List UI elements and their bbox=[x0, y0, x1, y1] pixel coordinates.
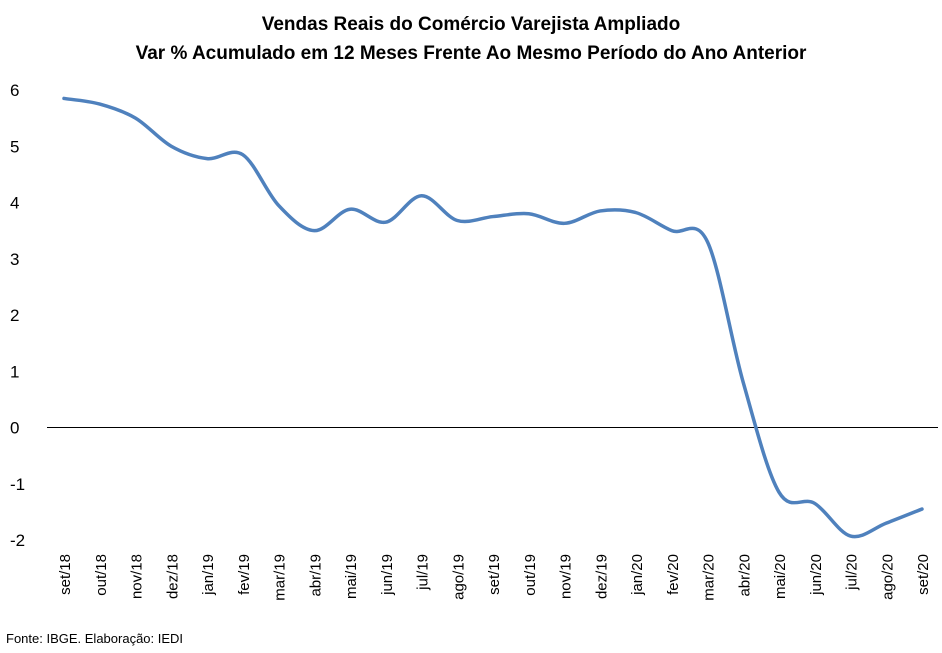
x-tick-label: fev/19 bbox=[236, 554, 253, 595]
x-tick-label: jun/20 bbox=[808, 554, 825, 596]
x-tick-label: mai/19 bbox=[343, 554, 360, 599]
data-point bbox=[205, 157, 209, 161]
data-point bbox=[98, 102, 102, 106]
y-axis-labels: 6 5 4 3 2 1 0 -1 -2 bbox=[10, 81, 25, 550]
x-tick-label: jan/19 bbox=[200, 554, 217, 596]
y-tick-label: 0 bbox=[10, 419, 19, 438]
y-tick-label: 5 bbox=[10, 137, 19, 156]
x-tick-label: set/20 bbox=[915, 554, 932, 595]
x-tick-label: dez/18 bbox=[164, 554, 181, 599]
data-point bbox=[813, 501, 817, 505]
y-tick-label: 6 bbox=[10, 81, 19, 100]
data-point bbox=[62, 96, 66, 100]
data-point bbox=[849, 534, 853, 538]
data-point bbox=[384, 220, 388, 224]
x-tick-label: out/19 bbox=[522, 554, 539, 596]
data-point bbox=[241, 153, 245, 157]
x-tick-label: ago/20 bbox=[879, 554, 896, 600]
x-tick-label: fev/20 bbox=[665, 554, 682, 595]
x-tick-label: jul/19 bbox=[415, 554, 432, 591]
data-point bbox=[777, 490, 781, 494]
data-point bbox=[491, 215, 495, 219]
data-point bbox=[563, 221, 567, 225]
y-tick-label: -2 bbox=[10, 531, 25, 550]
x-tick-label: dez/19 bbox=[593, 554, 610, 599]
x-tick-label: mai/20 bbox=[772, 554, 789, 599]
x-tick-label: jun/19 bbox=[379, 554, 396, 596]
x-tick-label: out/18 bbox=[93, 554, 110, 596]
x-tick-label: jul/20 bbox=[844, 554, 861, 591]
chart-title-block: Vendas Reais do Comércio Varejista Ampli… bbox=[0, 10, 942, 68]
source-note: Fonte: IBGE. Elaboração: IEDI bbox=[6, 631, 184, 646]
chart-subtitle: Var % Acumulado em 12 Meses Frente Ao Me… bbox=[135, 43, 807, 64]
data-point bbox=[706, 240, 710, 244]
data-point bbox=[634, 211, 638, 215]
x-tick-label: nov/19 bbox=[558, 554, 575, 599]
x-axis-labels: set/18 out/18 nov/18 dez/18 jan/19 fev/19 mar/… bbox=[57, 554, 932, 601]
data-point bbox=[598, 209, 602, 213]
data-point bbox=[920, 507, 924, 511]
x-tick-label: jan/20 bbox=[629, 554, 646, 596]
data-point bbox=[348, 207, 352, 211]
data-point bbox=[312, 229, 316, 233]
data-point bbox=[670, 229, 674, 233]
data-point bbox=[527, 212, 531, 216]
x-tick-label: mar/19 bbox=[272, 554, 289, 601]
y-tick-label: 2 bbox=[10, 306, 19, 325]
y-tick-label: 1 bbox=[10, 362, 19, 381]
data-points bbox=[62, 96, 924, 538]
x-tick-label: set/19 bbox=[486, 554, 503, 595]
data-point bbox=[277, 203, 281, 207]
x-tick-label: ago/19 bbox=[450, 554, 467, 600]
x-tick-label: set/18 bbox=[57, 554, 74, 595]
x-tick-label: mar/20 bbox=[701, 554, 718, 601]
x-tick-label: nov/18 bbox=[129, 554, 146, 599]
data-point bbox=[420, 194, 424, 198]
y-tick-label: -1 bbox=[10, 475, 25, 494]
y-tick-label: 4 bbox=[10, 194, 19, 213]
series-line bbox=[62, 96, 924, 539]
x-tick-label: abr/19 bbox=[307, 554, 324, 597]
data-point bbox=[741, 381, 745, 385]
data-point bbox=[884, 521, 888, 525]
chart-title: Vendas Reais do Comércio Varejista Ampli… bbox=[261, 14, 681, 35]
y-tick-label: 3 bbox=[10, 250, 19, 269]
data-point bbox=[455, 219, 459, 223]
x-tick-label: abr/20 bbox=[736, 554, 753, 597]
data-point bbox=[169, 144, 173, 148]
data-point bbox=[134, 116, 138, 120]
